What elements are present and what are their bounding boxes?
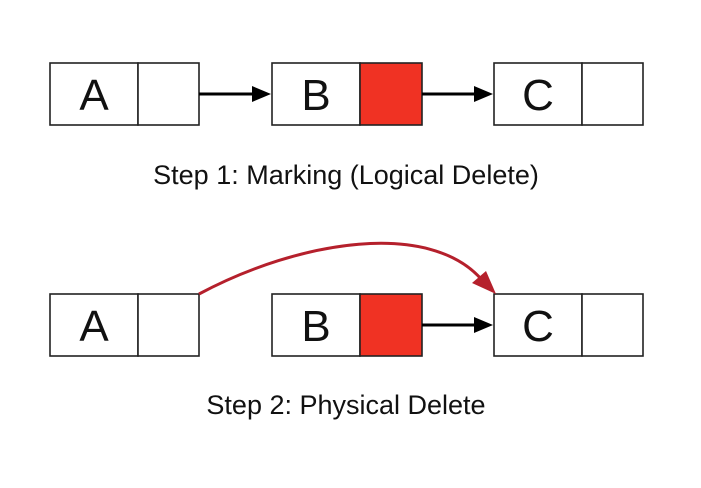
step2-node-c: C bbox=[493, 293, 644, 357]
step1-node-c-key-field bbox=[493, 62, 583, 126]
step1-node-a-key-field bbox=[49, 62, 139, 126]
step2-node-b: B bbox=[271, 293, 423, 357]
step1-node-a-next-field bbox=[137, 62, 200, 126]
step1-node-c-next-field bbox=[581, 62, 644, 126]
step1-node-b: B bbox=[271, 62, 423, 126]
step2-pointer-b-to-c bbox=[422, 317, 493, 333]
step1-node-b-marked-next-field bbox=[359, 62, 423, 126]
step2-node-a-key-field bbox=[49, 293, 139, 357]
step2-node-c-next-field bbox=[581, 293, 644, 357]
step1-node-c: C bbox=[493, 62, 644, 126]
step1-caption: Step 1: Marking (Logical Delete) bbox=[153, 160, 539, 190]
step2-node-a-next-field bbox=[137, 293, 200, 357]
step1-pointer-a-to-b bbox=[199, 86, 271, 102]
step1-node-c-label: C bbox=[522, 71, 554, 120]
step2-node-c-label: C bbox=[522, 302, 554, 351]
step1-node-b-label: B bbox=[301, 71, 330, 120]
step1-node-a: A bbox=[49, 62, 200, 126]
step1-node-b-key-field bbox=[271, 62, 361, 126]
step2-relinked-pointer-a-to-c bbox=[198, 241, 496, 296]
step2-node-c-key-field bbox=[493, 293, 583, 357]
step2-node-b-marked-next-field bbox=[359, 293, 423, 357]
step2-node-a: A bbox=[49, 293, 200, 357]
step1-group: A B C Step 1: Marking (Logical Delete) bbox=[49, 62, 644, 190]
step1-pointer-b-to-c bbox=[422, 86, 493, 102]
step2-node-a-label: A bbox=[79, 302, 109, 351]
step2-node-b-label: B bbox=[301, 302, 330, 351]
step2-group: A B C Step 2: Physical Delete bbox=[49, 241, 644, 420]
step1-node-a-label: A bbox=[79, 71, 109, 120]
step2-caption: Step 2: Physical Delete bbox=[206, 390, 485, 420]
